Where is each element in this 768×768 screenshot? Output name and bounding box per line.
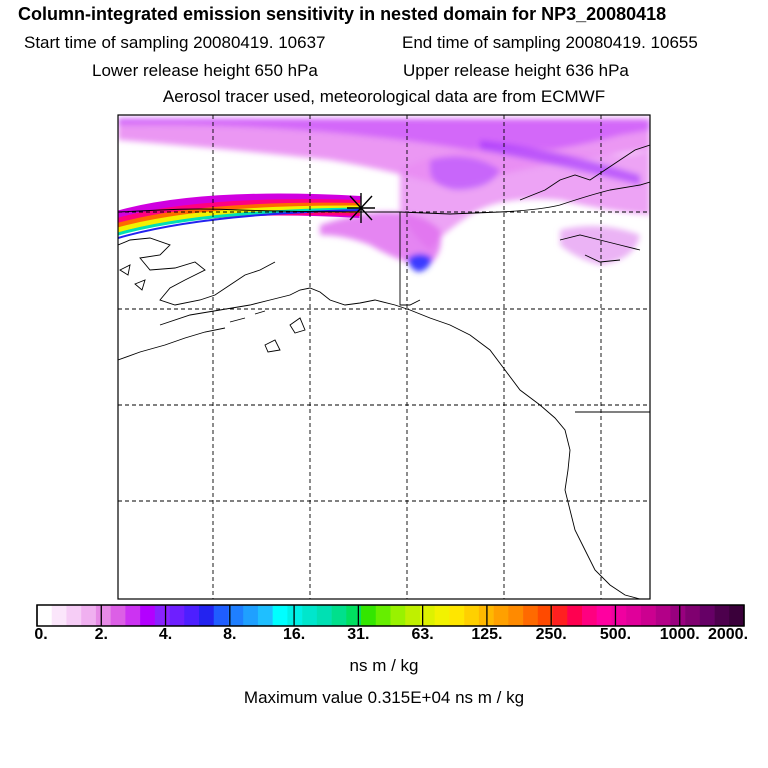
colorbar-units: ns m / kg — [349, 656, 419, 675]
colorbar-tick-label: 0. — [34, 626, 48, 643]
colorbar-swatch — [331, 605, 347, 626]
plume-upper-band — [118, 118, 650, 153]
colorbar-swatch — [537, 605, 553, 626]
release-marker — [347, 193, 375, 223]
sensitivity-field — [118, 118, 650, 272]
colorbar-tick-label: 31. — [347, 626, 370, 643]
colorbar-swatch — [95, 605, 111, 626]
page-title: Column-integrated emission sensitivity i… — [18, 4, 667, 24]
colorbar-tick-label: 16. — [282, 626, 306, 643]
colorbar-swatch — [243, 605, 259, 626]
colorbar-swatch — [66, 605, 82, 626]
colorbar-swatch — [184, 605, 200, 626]
colorbar-swatch — [405, 605, 421, 626]
coast-canada-arctic — [519, 144, 650, 263]
release-upper: Upper release height 636 hPa — [403, 61, 629, 80]
colorbar-tick-label: 125. — [471, 626, 503, 643]
colorbar-swatch — [110, 605, 126, 626]
colorbar-swatch — [729, 605, 745, 626]
max-value-label: Maximum value 0.315E+04 ns m / kg — [243, 688, 525, 707]
map-frame — [117, 114, 651, 600]
colorbar-swatch — [51, 605, 67, 626]
sampling-end: End time of sampling 20080419. 10655 — [402, 33, 698, 52]
colorbar-swatch — [272, 605, 288, 626]
colorbar-swatch — [81, 605, 97, 626]
colorbar-swatch — [552, 605, 568, 626]
colorbar-swatch — [125, 605, 141, 626]
colorbar-swatch — [611, 605, 627, 626]
colorbar-swatch — [169, 605, 185, 626]
grid-lines — [118, 115, 650, 599]
colorbar-swatch — [361, 605, 377, 626]
colorbar-swatch — [449, 605, 465, 626]
colorbar-swatch — [199, 605, 215, 626]
colorbar-swatch — [714, 605, 730, 626]
colorbar-swatch — [523, 605, 539, 626]
plume-spot-blue — [408, 254, 432, 272]
colorbar-tick-label: 500. — [599, 626, 632, 643]
colorbar-swatch — [419, 605, 435, 626]
colorbar-swatch — [670, 605, 686, 626]
plume-patch-ne — [560, 226, 640, 265]
colorbar-tick-label: 1000. — [659, 626, 700, 643]
colorbar-swatch — [390, 605, 406, 626]
colorbar-swatch — [375, 605, 391, 626]
colorbar-frame — [36, 604, 745, 627]
colorbar-swatch — [655, 605, 671, 626]
colorbar-swatch — [493, 605, 509, 626]
release-lower: Lower release height 650 hPa — [92, 61, 318, 80]
coast-alaska-west — [118, 237, 276, 306]
map-area — [118, 115, 650, 599]
colorbar-swatch — [257, 605, 273, 626]
colorbar-swatch — [596, 605, 612, 626]
colorbar-tick-label: 63. — [411, 626, 434, 643]
colorbar-swatch — [346, 605, 362, 626]
colorbar-tick-label: 250. — [535, 626, 567, 643]
colorbar-swatch — [37, 605, 53, 626]
border-alaska-canada — [399, 212, 421, 306]
colorbar-tick-label: 2000. — [707, 626, 749, 643]
colorbar-swatch — [287, 605, 303, 626]
colorbar-swatch — [581, 605, 598, 626]
coast-aleutians — [118, 310, 266, 361]
coast-alaska-south — [159, 287, 641, 599]
colorbar — [37, 605, 745, 626]
colorbar-swatch — [640, 605, 656, 626]
colorbar-swatch — [302, 605, 318, 626]
colorbar-swatch — [140, 605, 156, 626]
colorbar-tick-label: 8. — [223, 626, 237, 643]
coastlines — [118, 144, 650, 599]
colorbar-swatch — [508, 605, 524, 626]
sampling-start: Start time of sampling 20080419. 10637 — [24, 33, 326, 52]
colorbar-swatch — [316, 605, 332, 626]
colorbar-swatch — [699, 605, 715, 626]
colorbar-swatch — [685, 605, 701, 626]
colorbar-swatch — [213, 605, 229, 626]
coast-islands-west — [119, 264, 306, 353]
colorbar-swatch — [154, 605, 170, 626]
colorbar-swatch — [567, 605, 583, 626]
colorbar-swatch — [228, 605, 244, 626]
tracer-info: Aerosol tracer used, meteorological data… — [162, 87, 606, 106]
release-ribbon — [118, 193, 361, 239]
colorbar-tick-label: 4. — [158, 626, 173, 643]
colorbar-swatch — [464, 605, 480, 626]
plume-swirl — [430, 156, 500, 190]
colorbar-tick-label: 2. — [94, 626, 108, 643]
colorbar-swatch — [626, 605, 642, 626]
colorbar-swatch — [434, 605, 450, 626]
plume-lobe-south — [320, 211, 441, 268]
